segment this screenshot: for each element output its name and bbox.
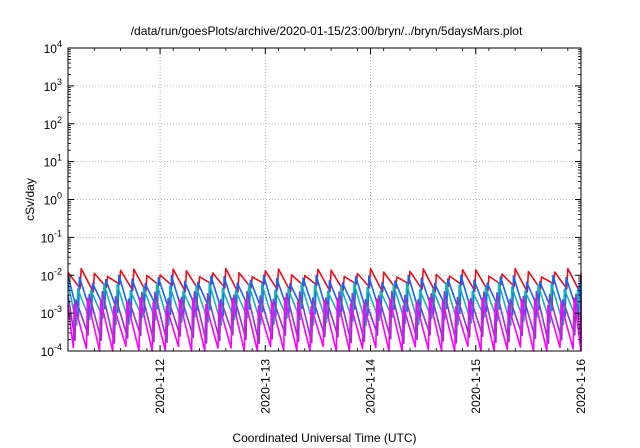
y-tick-label: 101 bbox=[44, 153, 62, 170]
y-axis-label: cSv/day bbox=[23, 178, 37, 221]
series-line bbox=[67, 274, 582, 318]
x-tick-label: 2020-1-12 bbox=[153, 359, 167, 414]
y-tick-label: 10-2 bbox=[41, 266, 62, 283]
series-line bbox=[67, 290, 582, 345]
y-tick-label: 10-3 bbox=[41, 304, 62, 321]
axis-ticks: 104 103 102 101 100 10-1 10-2 10-3 10-4 2020-1-12… bbox=[41, 39, 588, 414]
series-line bbox=[67, 282, 582, 326]
chart-title: /data/run/goesPlots/archive/2020-01-15/2… bbox=[131, 24, 523, 38]
y-tick-label: 100 bbox=[44, 191, 62, 208]
y-tick-label: 104 bbox=[44, 39, 62, 56]
y-tick-label: 10-1 bbox=[41, 228, 62, 245]
x-tick-label: 2020-1-15 bbox=[469, 359, 483, 414]
y-tick-label: 103 bbox=[44, 77, 62, 94]
series-layer bbox=[67, 267, 582, 352]
x-tick-label: 2020-1-16 bbox=[574, 359, 588, 414]
series-line bbox=[67, 297, 582, 352]
x-tick-label: 2020-1-13 bbox=[258, 359, 272, 414]
x-axis-label: Coordinated Universal Time (UTC) bbox=[232, 431, 416, 445]
x-tick-label: 2020-1-14 bbox=[364, 359, 378, 414]
grid bbox=[68, 48, 581, 351]
y-tick-label: 10-4 bbox=[41, 342, 62, 359]
y-tick-label: 102 bbox=[44, 115, 62, 132]
